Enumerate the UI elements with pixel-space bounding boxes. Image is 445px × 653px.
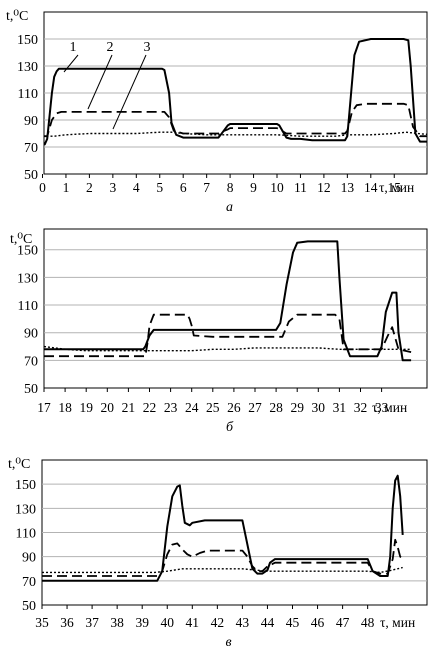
panel-a-x-tick-label: 5 <box>156 180 163 195</box>
panel-b-y-tick-label: 110 <box>18 299 38 314</box>
panel-c-x-tick-label: 41 <box>186 615 200 630</box>
panel-b-x-tick-label: 31 <box>333 400 347 415</box>
panel-a-x-axis-unit: τ, мин <box>379 180 414 195</box>
panel-a-y-tick-label: 130 <box>17 60 38 75</box>
panel-b-y-tick-label: 50 <box>24 382 38 397</box>
panel-c-x-tick-label: 43 <box>236 615 250 630</box>
panel-b-x-tick-label: 24 <box>185 400 199 415</box>
panel-c-x-axis-unit: τ, мин <box>380 615 415 630</box>
panel-a-x-tick-label: 11 <box>294 180 307 195</box>
panel-b-plot-frame <box>43 228 428 389</box>
panel-c-x-tick-label: 45 <box>286 615 300 630</box>
panel-a-y-tick-label: 90 <box>24 114 38 129</box>
panel-b-x-tick-label: 29 <box>290 400 304 415</box>
chart-panel-c: 50 70 90 110 130 150 35 36 37 38 39 40 41 42 43 44 45 46 4… <box>8 457 428 650</box>
panel-c-y-axis-label: t,⁰C <box>8 457 30 472</box>
panel-b-x-tick-label: 22 <box>143 400 157 415</box>
panel-a-series-2-label: 2 <box>107 40 114 55</box>
panel-b-x-axis-unit: τ, мин <box>372 400 407 415</box>
panel-a-x-tick-label: 4 <box>133 180 140 195</box>
panel-c-x-tick-label: 35 <box>35 615 49 630</box>
panel-b-y-tick-label: 130 <box>17 271 38 286</box>
panel-c-x-tick-label: 42 <box>211 615 225 630</box>
panel-b-y-tick-label: 150 <box>17 244 38 259</box>
panel-a-series-3-label: 3 <box>144 40 151 55</box>
panel-c-x-tick-label: 37 <box>85 615 99 630</box>
panel-b-x-tick-label: 30 <box>312 400 326 415</box>
panel-a-x-tick-label: 7 <box>203 180 210 195</box>
panel-c-x-tick-label: 44 <box>261 615 275 630</box>
panel-b-x-tick-label: 17 <box>37 400 51 415</box>
panel-b-x-tick-label: 19 <box>79 400 93 415</box>
panel-a-x-tick-label: 2 <box>86 180 93 195</box>
panel-c-series-2-line <box>42 538 404 577</box>
panel-b-y-axis-label: t,⁰C <box>10 232 32 247</box>
panel-a-x-tick-label: 6 <box>180 180 187 195</box>
panel-b-x-tick-label: 25 <box>206 400 220 415</box>
panel-a-x-tick-label: 0 <box>39 180 46 195</box>
panel-a-x-tick-label: 13 <box>341 180 355 195</box>
panel-a-x-tick-label: 8 <box>227 180 234 195</box>
panel-a-y-tick-label: 150 <box>17 33 38 48</box>
panel-b-y-tick-label: 70 <box>24 354 38 369</box>
panel-a-y-axis-label: t,⁰C <box>6 9 28 24</box>
panel-a-series-2-line <box>44 102 427 138</box>
panel-b-x-tick-label: 26 <box>227 400 241 415</box>
panel-b-x-tick-label: 18 <box>58 400 72 415</box>
panel-c-x-tick-label: 40 <box>161 615 175 630</box>
panel-b-x-tick-label: 28 <box>269 400 283 415</box>
panel-b-x-tick-label: 33 <box>375 400 389 415</box>
panel-a-y-tick-label: 110 <box>18 87 38 102</box>
panel-a-letter: а <box>226 200 233 215</box>
panel-b-letter: б <box>226 420 234 435</box>
panel-c-y-tick-label: 90 <box>22 551 36 566</box>
panel-a-x-tick-label: 14 <box>364 180 378 195</box>
panel-b-x-tick-label: 27 <box>248 400 262 415</box>
panel-a-series-2-leader-line <box>87 54 113 110</box>
panel-b-x-tick-label: 23 <box>164 400 178 415</box>
panel-a-series-1-leader-line <box>63 54 79 73</box>
panel-c-x-tick-label: 48 <box>361 615 375 630</box>
panel-c-y-tick-label: 130 <box>15 502 36 517</box>
chart-panel-b: 50 70 90 110 130 150 17 18 19 20 21 22 23 24 25 26 27 28 2… <box>10 228 428 435</box>
panel-c-x-tick-label: 38 <box>110 615 124 630</box>
panel-c-letter: в <box>225 635 231 650</box>
panel-b-y-tick-label: 90 <box>24 327 38 342</box>
panel-a-x-tick-label: 9 <box>250 180 257 195</box>
panel-c-y-tick-label: 50 <box>22 599 36 614</box>
panel-a-y-tick-label: 70 <box>24 141 38 156</box>
panel-c-x-tick-label: 39 <box>135 615 149 630</box>
panel-c-x-tick-label: 36 <box>60 615 74 630</box>
panel-a-x-tick-label: 12 <box>317 180 331 195</box>
panel-c-series-3-line <box>42 566 403 574</box>
panel-a-series-3-line <box>44 131 427 137</box>
panel-c-y-tick-label: 110 <box>16 527 36 542</box>
panel-a-series-1-label: 1 <box>70 40 77 55</box>
panel-b-series-3-line <box>44 345 412 352</box>
panel-a-x-tick-label: 1 <box>63 180 70 195</box>
panel-c-x-tick-label: 46 <box>311 615 325 630</box>
panel-a-y-tick-label: 50 <box>24 168 38 183</box>
panel-c-y-tick-label: 70 <box>22 575 36 590</box>
panel-b-series-1-line <box>44 240 412 362</box>
panel-a-series-3-leader-line <box>112 54 147 130</box>
panel-c-y-tick-label: 150 <box>15 478 36 493</box>
panel-a-x-tick-label: 10 <box>270 180 284 195</box>
panel-b-x-tick-label: 32 <box>354 400 368 415</box>
panel-a-x-tick-label: 15 <box>388 180 402 195</box>
panel-b-x-tick-label: 21 <box>122 400 136 415</box>
panel-b-x-tick-label: 20 <box>101 400 115 415</box>
panel-c-series-1-line <box>42 474 404 582</box>
panel-a-x-tick-label: 3 <box>109 180 116 195</box>
panel-a-series-1-line <box>44 38 427 146</box>
panel-c-x-tick-label: 47 <box>336 615 350 630</box>
panel-b-series-2-line <box>44 313 412 358</box>
